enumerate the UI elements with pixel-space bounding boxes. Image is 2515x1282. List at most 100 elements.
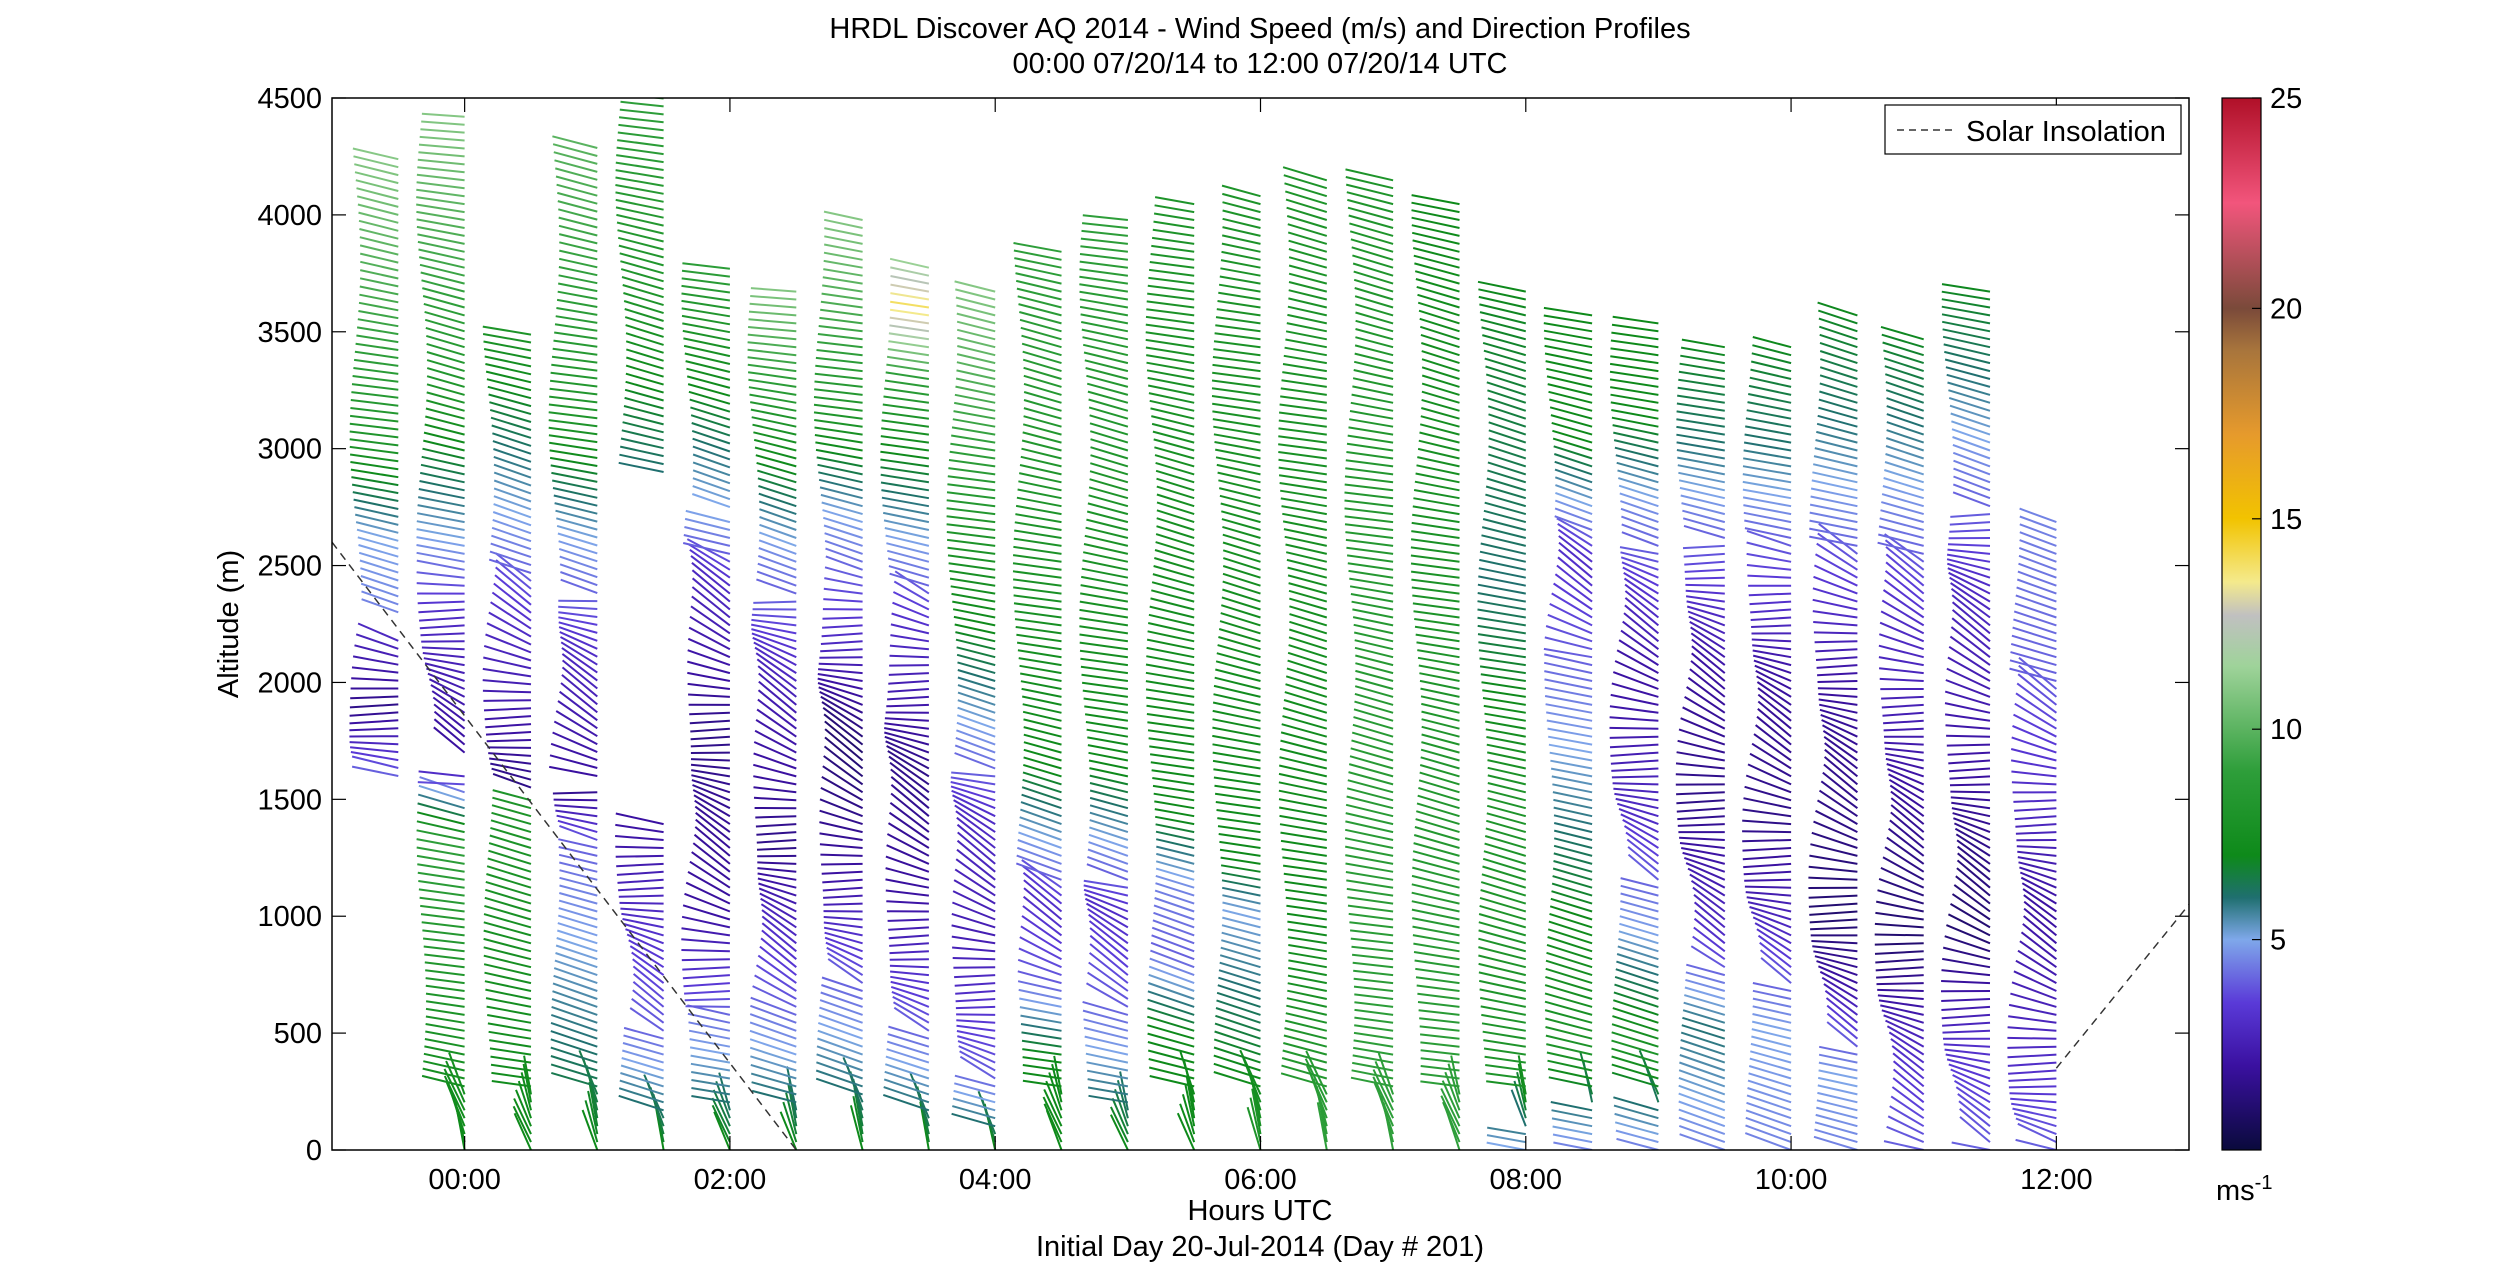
- wind-barb: [1352, 616, 1394, 627]
- wind-barb: [1883, 579, 1925, 611]
- wind-barb: [416, 196, 465, 206]
- wind-barb: [1549, 905, 1593, 921]
- wind-barb: [1354, 993, 1394, 1000]
- wind-barb: [1346, 451, 1394, 460]
- wind-barb: [1086, 728, 1129, 738]
- wind-barb: [350, 695, 399, 700]
- wind-barb: [1214, 332, 1261, 341]
- wind-barb: [1885, 389, 1925, 404]
- wind-barb: [1286, 1004, 1328, 1016]
- wind-barb: [1477, 616, 1526, 627]
- wind-barb: [1877, 889, 1924, 905]
- wind-barb: [888, 680, 929, 685]
- wind-barb: [1611, 323, 1659, 333]
- wind-barb: [1819, 970, 1858, 992]
- wind-barb: [1147, 376, 1195, 388]
- wind-barb: [1880, 509, 1924, 524]
- wind-barb: [618, 894, 664, 898]
- wind-barb: [1620, 500, 1659, 516]
- wind-barb: [416, 811, 465, 826]
- wind-profile-column: [1477, 280, 1527, 1150]
- wind-barb: [620, 907, 664, 913]
- wind-barb: [1619, 492, 1659, 508]
- wind-barb: [418, 608, 465, 614]
- wind-barb: [747, 333, 797, 341]
- wind-barb: [1281, 723, 1328, 738]
- wind-barb: [1016, 641, 1062, 651]
- wind-barb: [1759, 949, 1792, 976]
- wind-barb: [779, 1111, 798, 1150]
- wind-barb: [755, 823, 797, 828]
- wind-barb: [417, 158, 465, 166]
- wind-barb: [1283, 1034, 1328, 1048]
- wind-barb: [617, 236, 664, 251]
- wind-profile-column: [681, 509, 731, 1150]
- wind-barb: [884, 1063, 930, 1080]
- wind-barb: [952, 1097, 996, 1112]
- wind-barb: [1150, 949, 1195, 969]
- wind-barb: [813, 403, 863, 412]
- wind-barb: [1616, 960, 1659, 977]
- wind-barb: [552, 347, 598, 356]
- wind-barb: [2014, 815, 2057, 821]
- wind-barb: [551, 363, 598, 372]
- wind-barb: [1553, 814, 1593, 826]
- wind-barb: [1251, 1088, 1262, 1135]
- wind-barb: [616, 870, 664, 876]
- wind-barb: [1349, 755, 1394, 770]
- wind-barb: [1218, 636, 1261, 651]
- wind-barb: [819, 843, 863, 849]
- wind-barb: [1748, 592, 1792, 597]
- wind-barb: [1048, 1072, 1063, 1111]
- wind-barb: [1087, 855, 1129, 873]
- wind-barb: [1219, 275, 1261, 285]
- wind-barb: [421, 455, 465, 468]
- wind-barb: [893, 1006, 930, 1032]
- wind-barb: [821, 984, 863, 1000]
- wind-barb: [1345, 538, 1394, 547]
- wind-barb: [1479, 303, 1527, 317]
- wind-barb: [1745, 1109, 1792, 1128]
- wind-barb: [1611, 1063, 1659, 1080]
- wind-barb: [1678, 370, 1725, 380]
- wind-barb: [1090, 430, 1129, 444]
- wind-barb: [1944, 713, 1991, 722]
- wind-barb: [1816, 422, 1858, 436]
- wind-barb: [1944, 1048, 1991, 1056]
- wind-barb: [1682, 1016, 1726, 1032]
- wind-barb: [361, 598, 399, 614]
- wind-barb: [2015, 959, 2057, 984]
- wind-barb: [1809, 503, 1858, 516]
- wind-barb: [355, 179, 399, 192]
- wind-barb: [1554, 468, 1593, 484]
- wind-barb: [946, 515, 996, 524]
- wind-barb: [1875, 958, 1924, 964]
- wind-barb: [1483, 1047, 1526, 1056]
- wind-barb: [1350, 401, 1394, 412]
- wind-barb: [1088, 952, 1129, 984]
- wind-barb: [1285, 190, 1328, 206]
- wind-barb: [1750, 368, 1792, 380]
- wind-barb: [1693, 926, 1726, 953]
- wind-barb: [1554, 515, 1593, 531]
- wind-barb: [1486, 1134, 1526, 1144]
- wind-barb: [1751, 1035, 1792, 1048]
- wind-barb: [1179, 1103, 1196, 1143]
- wind-barb: [1485, 720, 1526, 730]
- wind-barb: [1746, 541, 1792, 555]
- wind-barb: [1478, 567, 1526, 579]
- wind-barb: [2011, 781, 2057, 786]
- wind-barb: [821, 501, 863, 516]
- wind-barb: [1750, 608, 1792, 614]
- wind-barb: [557, 700, 598, 730]
- wind-barb: [883, 511, 930, 524]
- wind-barb: [617, 229, 664, 243]
- wind-barb: [1611, 409, 1659, 420]
- wind-barb: [1680, 494, 1726, 508]
- wind-barb: [1875, 966, 1924, 972]
- wind-barb: [1554, 573, 1593, 603]
- wind-barb: [691, 1087, 731, 1096]
- wind-barb: [1551, 1117, 1593, 1128]
- wind-barb: [1088, 398, 1129, 412]
- wind-barb: [892, 601, 930, 619]
